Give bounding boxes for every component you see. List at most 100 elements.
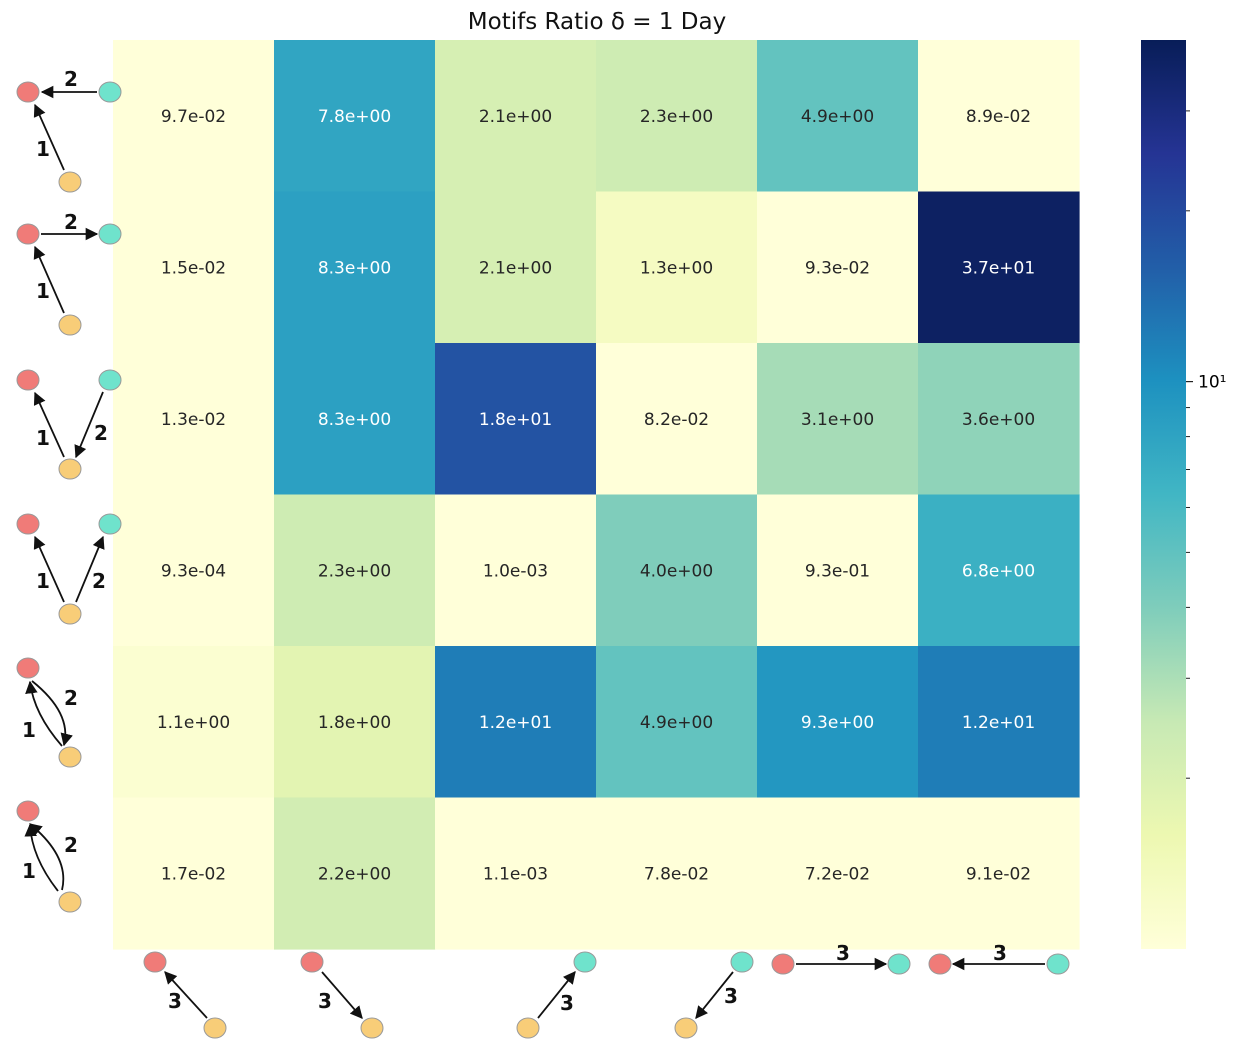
motif-edge-order-label: 1 <box>36 569 50 593</box>
motif-edge-order-label: 3 <box>836 941 850 965</box>
cell-value-label: 9.3e+00 <box>801 713 874 733</box>
cell-value-label: 2.3e+00 <box>640 107 713 127</box>
cell-value-label: 4.0e+00 <box>640 561 713 581</box>
motif-node <box>674 1017 698 1039</box>
heatmap-cell <box>918 797 1080 950</box>
motif-edge-order-label: 3 <box>318 989 332 1013</box>
motif-node <box>573 951 597 973</box>
motif-diagram-icon: 21 <box>16 210 122 336</box>
cell-value-label: 1.0e-03 <box>483 561 548 581</box>
cell-value-label: 8.3e+00 <box>318 258 391 278</box>
motif-edge-order-label: 1 <box>36 137 50 161</box>
motif-edge-order-label: 2 <box>92 569 106 593</box>
motif-node <box>730 951 754 973</box>
motif-node <box>16 223 40 245</box>
cell-value-label: 1.2e+01 <box>479 713 552 733</box>
heatmap-cell <box>757 646 919 799</box>
motif-edge <box>164 971 208 1019</box>
motif-node <box>16 369 40 391</box>
motif-node <box>1046 953 1070 975</box>
cell-value-label: 2.1e+00 <box>479 107 552 127</box>
motif-edge <box>33 391 65 458</box>
heatmap-cell <box>596 40 758 193</box>
heatmap-cell <box>113 343 275 496</box>
heatmap-cell <box>918 40 1080 193</box>
motif-diagram-icon: 3 <box>928 941 1070 975</box>
cell-value-label: 9.1e-02 <box>966 864 1031 884</box>
heatmap-cell <box>274 494 436 647</box>
motif-edge <box>33 245 65 314</box>
cell-value-label: 9.3e-02 <box>805 258 870 278</box>
heatmap-cell <box>435 191 597 344</box>
heatmap-cell <box>274 191 436 344</box>
cell-value-label: 8.2e-02 <box>644 410 709 430</box>
heatmap-cell <box>596 494 758 647</box>
motif-diagram-icon: 21 <box>16 657 82 768</box>
heatmap-cell <box>757 191 919 344</box>
motif-node <box>98 369 122 391</box>
motif-diagram-icon: 21 <box>16 800 82 913</box>
motif-edge <box>33 103 65 171</box>
cell-value-label: 7.8e-02 <box>644 864 709 884</box>
motif-node <box>360 1017 384 1039</box>
cell-value-label: 1.2e+01 <box>962 713 1035 733</box>
cell-value-label: 3.7e+01 <box>962 258 1035 278</box>
motif-edge-order-label: 2 <box>94 421 108 445</box>
heatmap-cell <box>435 494 597 647</box>
motif-edge <box>31 680 73 747</box>
motif-node <box>16 513 40 535</box>
heatmap-cell <box>113 191 275 344</box>
motif-node <box>58 746 82 768</box>
motif-diagram-icon: 3 <box>143 951 227 1039</box>
motif-edge <box>25 680 63 747</box>
motif-diagram-icon: 3 <box>674 951 754 1039</box>
column-motif-labels: 3 3 3 3 3 3 <box>143 941 1070 1039</box>
motif-diagram-icon: 3 <box>300 951 384 1039</box>
motif-edge-order-label: 3 <box>724 984 738 1008</box>
motif-node <box>98 513 122 535</box>
motif-edge-order-label: 3 <box>168 989 182 1013</box>
motif-diagram-icon: 3 <box>771 941 911 975</box>
heatmap-cell <box>757 797 919 950</box>
motif-node <box>58 603 82 625</box>
heatmap-cell <box>596 646 758 799</box>
motif-edge <box>29 823 65 891</box>
motif-edge <box>74 391 104 459</box>
heatmap-cell <box>274 646 436 799</box>
cell-value-label: 4.9e+00 <box>640 713 713 733</box>
motif-node <box>16 81 40 103</box>
heatmap-cell <box>435 797 597 950</box>
motif-edge <box>24 823 59 892</box>
cell-value-label: 9.7e-02 <box>161 107 226 127</box>
motif-edge-order-label: 2 <box>64 833 78 857</box>
cell-value-label: 4.9e+00 <box>801 107 874 127</box>
heatmap-cell <box>435 646 597 799</box>
cell-value-label: 1.1e+00 <box>157 713 230 733</box>
heatmap-cell <box>918 646 1080 799</box>
motif-node <box>58 458 82 480</box>
motif-edge-order-label: 1 <box>22 859 36 883</box>
cell-value-label: 1.5e-02 <box>161 258 226 278</box>
heatmap-cell <box>918 494 1080 647</box>
motif-edge <box>695 971 734 1019</box>
motif-node <box>98 81 122 103</box>
heatmap-cell <box>274 797 436 950</box>
motif-node <box>203 1017 227 1039</box>
motif-node <box>58 314 82 336</box>
motif-edge <box>321 971 363 1019</box>
motif-edge <box>33 535 65 603</box>
motif-node <box>143 951 167 973</box>
heatmap-cell <box>435 40 597 193</box>
motif-edge <box>75 535 105 603</box>
heatmap-cell <box>918 343 1080 496</box>
cell-value-label: 8.3e+00 <box>318 410 391 430</box>
heatmap-cell <box>274 343 436 496</box>
motif-node <box>516 1017 540 1039</box>
motif-edge-order-label: 1 <box>36 426 50 450</box>
colorbar <box>1141 40 1186 949</box>
cell-value-label: 3.1e+00 <box>801 410 874 430</box>
cell-value-label: 8.9e-02 <box>966 107 1031 127</box>
